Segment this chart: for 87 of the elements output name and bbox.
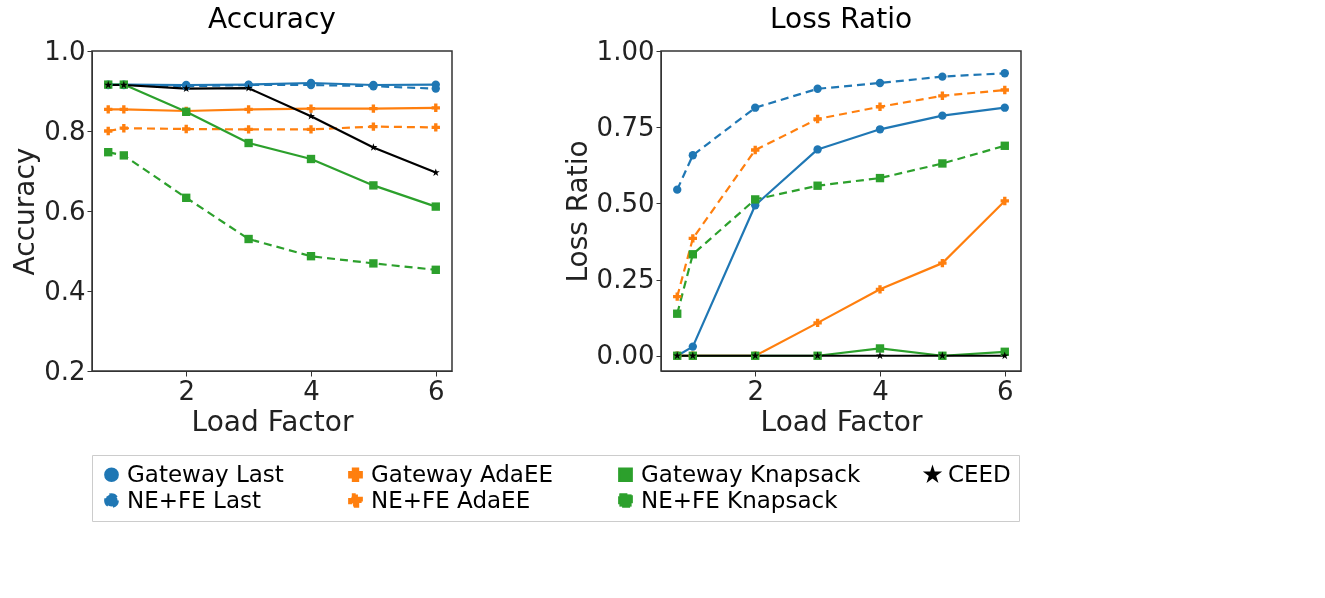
point	[306, 104, 316, 113]
x-axis-title: Load Factor	[760, 404, 923, 438]
y-tick-label: 0.4	[44, 275, 86, 306]
point	[244, 234, 253, 244]
point	[813, 84, 822, 93]
point	[751, 103, 760, 112]
point	[688, 342, 697, 351]
point	[119, 151, 128, 160]
x-tick-label: 2	[178, 375, 195, 406]
point	[306, 125, 316, 134]
y-tick-label: 0.50	[596, 187, 655, 218]
point	[813, 145, 822, 154]
point	[938, 159, 947, 168]
point	[307, 112, 315, 120]
legend-label: CEED	[948, 460, 1011, 487]
point	[369, 181, 378, 190]
point	[244, 105, 253, 114]
point	[182, 124, 191, 134]
point	[673, 309, 682, 318]
point	[875, 125, 885, 134]
point	[1000, 103, 1009, 112]
point	[244, 125, 253, 134]
legend-label: NE+FE Last	[127, 486, 261, 513]
y-tick-label: 0.75	[596, 111, 655, 142]
point	[104, 148, 113, 157]
point	[369, 122, 378, 131]
point	[431, 265, 440, 274]
point	[938, 72, 947, 81]
x-tick-label: 6	[997, 375, 1014, 406]
x-tick-label: 4	[303, 375, 320, 406]
point	[244, 138, 253, 148]
y-axis-title: Loss Ratio	[560, 140, 594, 283]
point	[673, 292, 682, 301]
point	[306, 154, 316, 164]
point	[875, 285, 885, 294]
point	[673, 185, 682, 194]
chart-title: Loss Ratio	[769, 2, 913, 35]
y-tick-label: 0.00	[596, 340, 655, 371]
point	[1000, 141, 1009, 150]
point	[182, 193, 191, 202]
point	[369, 259, 378, 268]
legend-label: NE+FE AdaEE	[371, 486, 531, 513]
x-axis-title: Load Factor	[191, 404, 354, 438]
x-tick-label: 2	[747, 375, 764, 406]
point	[369, 104, 378, 113]
y-tick-label: 0.6	[44, 195, 86, 226]
point	[1000, 85, 1009, 95]
point	[875, 344, 885, 353]
y-axis-title: Accuracy	[8, 147, 42, 276]
point	[306, 252, 316, 261]
y-tick-label: 0.2	[44, 355, 86, 386]
point	[813, 181, 822, 190]
y-tick-label: 1.0	[44, 35, 86, 66]
point	[369, 143, 378, 151]
point	[688, 250, 697, 259]
point	[751, 195, 760, 204]
point	[244, 84, 253, 92]
y-tick-label: 0.25	[596, 264, 655, 295]
chart-title: Accuracy	[208, 2, 336, 35]
y-tick-label: 1.00	[596, 35, 655, 66]
point	[875, 102, 885, 111]
point	[751, 145, 760, 155]
point	[688, 234, 697, 243]
point	[875, 173, 885, 183]
point	[813, 114, 822, 124]
point	[813, 318, 822, 328]
point	[938, 91, 947, 100]
point	[104, 105, 113, 114]
point	[876, 351, 884, 360]
y-tick-label: 0.8	[44, 115, 86, 146]
legend-label: Gateway AdaEE	[371, 460, 554, 487]
legend-label: NE+FE Knapsack	[641, 486, 839, 513]
point	[875, 78, 885, 88]
point	[104, 126, 113, 136]
point	[1000, 196, 1009, 206]
point	[431, 123, 440, 132]
legend-label: Gateway Knapsack	[641, 460, 861, 487]
point	[688, 151, 697, 160]
point	[938, 258, 947, 268]
x-tick-label: 6	[428, 375, 445, 406]
x-tick-label: 4	[872, 375, 889, 406]
point	[1000, 351, 1009, 360]
legend-label: Gateway Last	[127, 460, 284, 487]
point	[119, 105, 128, 114]
point	[431, 202, 440, 211]
point	[1000, 69, 1009, 78]
point	[938, 111, 947, 120]
